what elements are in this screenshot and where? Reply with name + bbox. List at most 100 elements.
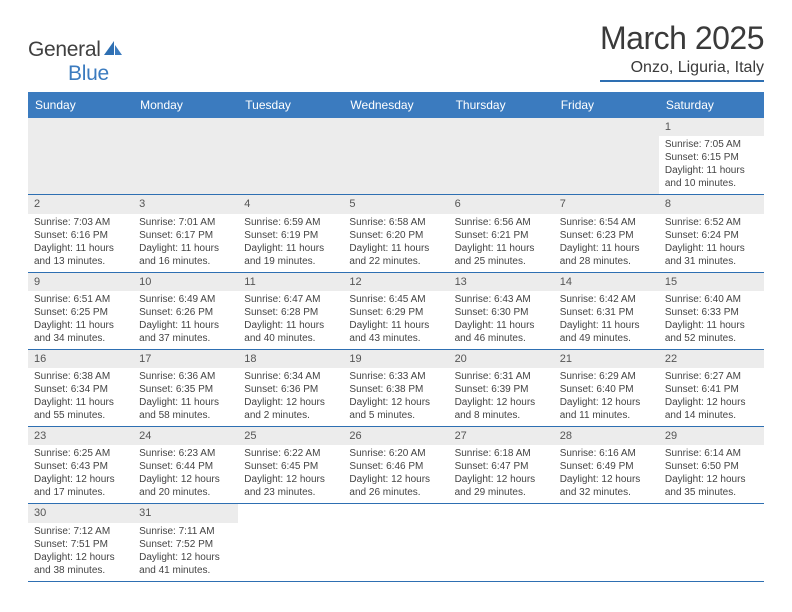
sunset-text: Sunset: 6:15 PM: [665, 151, 758, 164]
daylight-text: Daylight: 11 hours and 22 minutes.: [349, 242, 442, 268]
calendar-cell: 22Sunrise: 6:27 AMSunset: 6:41 PMDayligh…: [659, 349, 764, 426]
sunset-text: Sunset: 6:20 PM: [349, 229, 442, 242]
day-number: 26: [343, 427, 448, 445]
calendar-row: 9Sunrise: 6:51 AMSunset: 6:25 PMDaylight…: [28, 272, 764, 349]
calendar-cell: 20Sunrise: 6:31 AMSunset: 6:39 PMDayligh…: [449, 349, 554, 426]
day-number: 19: [343, 350, 448, 368]
calendar-cell: 16Sunrise: 6:38 AMSunset: 6:34 PMDayligh…: [28, 349, 133, 426]
calendar-cell: 17Sunrise: 6:36 AMSunset: 6:35 PMDayligh…: [133, 349, 238, 426]
day-number: 9: [28, 273, 133, 291]
day-number: 3: [133, 195, 238, 213]
day-number: 5: [343, 195, 448, 213]
logo-text-2: Blue: [68, 62, 109, 85]
day-number: 18: [238, 350, 343, 368]
calendar-cell: 14Sunrise: 6:42 AMSunset: 6:31 PMDayligh…: [554, 272, 659, 349]
sunrise-text: Sunrise: 6:52 AM: [665, 216, 758, 229]
sunset-text: Sunset: 7:51 PM: [34, 538, 127, 551]
sunset-text: Sunset: 6:25 PM: [34, 306, 127, 319]
calendar-cell: 2Sunrise: 7:03 AMSunset: 6:16 PMDaylight…: [28, 195, 133, 272]
calendar-cell: 7Sunrise: 6:54 AMSunset: 6:23 PMDaylight…: [554, 195, 659, 272]
day-number: 23: [28, 427, 133, 445]
calendar-cell: 18Sunrise: 6:34 AMSunset: 6:36 PMDayligh…: [238, 349, 343, 426]
col-saturday: Saturday: [659, 92, 764, 118]
daylight-text: Daylight: 12 hours and 41 minutes.: [139, 551, 232, 577]
daylight-text: Daylight: 11 hours and 58 minutes.: [139, 396, 232, 422]
sunrise-text: Sunrise: 6:38 AM: [34, 370, 127, 383]
calendar-row: 30Sunrise: 7:12 AMSunset: 7:51 PMDayligh…: [28, 504, 764, 581]
header: GeneralBlue March 2025 Onzo, Liguria, It…: [28, 20, 764, 86]
sunset-text: Sunset: 6:46 PM: [349, 460, 442, 473]
sunrise-text: Sunrise: 6:22 AM: [244, 447, 337, 460]
calendar-cell: 29Sunrise: 6:14 AMSunset: 6:50 PMDayligh…: [659, 427, 764, 504]
sunset-text: Sunset: 6:31 PM: [560, 306, 653, 319]
sunset-text: Sunset: 6:43 PM: [34, 460, 127, 473]
calendar-cell: 9 Sunrise: 6:51 AMSunset: 6:25 PMDaylight…: [28, 272, 133, 349]
sunset-text: Sunset: 6:23 PM: [560, 229, 653, 242]
calendar-cell: [343, 118, 448, 195]
sunrise-text: Sunrise: 7:01 AM: [139, 216, 232, 229]
calendar-cell: [238, 118, 343, 195]
logo-text: GeneralBlue: [28, 38, 123, 86]
daylight-text: Daylight: 12 hours and 23 minutes.: [244, 473, 337, 499]
sunrise-text: Sunrise: 6:49 AM: [139, 293, 232, 306]
sunset-text: Sunset: 6:39 PM: [455, 383, 548, 396]
sunset-text: Sunset: 6:34 PM: [34, 383, 127, 396]
calendar-cell: 13Sunrise: 6:43 AMSunset: 6:30 PMDayligh…: [449, 272, 554, 349]
sunrise-text: Sunrise: 6:31 AM: [455, 370, 548, 383]
sunset-text: Sunset: 6:45 PM: [244, 460, 337, 473]
calendar-cell: [133, 118, 238, 195]
daylight-text: Daylight: 12 hours and 38 minutes.: [34, 551, 127, 577]
daylight-text: Daylight: 11 hours and 34 minutes.: [34, 319, 127, 345]
calendar-cell: 23Sunrise: 6:25 AMSunset: 6:43 PMDayligh…: [28, 427, 133, 504]
calendar-cell: [449, 118, 554, 195]
sunset-text: Sunset: 6:41 PM: [665, 383, 758, 396]
sunrise-text: Sunrise: 6:33 AM: [349, 370, 442, 383]
day-number: 21: [554, 350, 659, 368]
sunset-text: Sunset: 6:30 PM: [455, 306, 548, 319]
day-number: 31: [133, 504, 238, 522]
sunrise-text: Sunrise: 7:05 AM: [665, 138, 758, 151]
calendar-row: 2Sunrise: 7:03 AMSunset: 6:16 PMDaylight…: [28, 195, 764, 272]
day-number: 2: [28, 195, 133, 213]
month-title: March 2025: [600, 20, 764, 57]
day-number: 29: [659, 427, 764, 445]
sunset-text: Sunset: 6:21 PM: [455, 229, 548, 242]
daylight-text: Daylight: 11 hours and 13 minutes.: [34, 242, 127, 268]
calendar-row: 16Sunrise: 6:38 AMSunset: 6:34 PMDayligh…: [28, 349, 764, 426]
sunrise-text: Sunrise: 6:29 AM: [560, 370, 653, 383]
sunrise-text: Sunrise: 6:18 AM: [455, 447, 548, 460]
sunrise-text: Sunrise: 6:16 AM: [560, 447, 653, 460]
sunset-text: Sunset: 6:38 PM: [349, 383, 442, 396]
day-number: 11: [238, 273, 343, 291]
calendar-cell: 30Sunrise: 7:12 AMSunset: 7:51 PMDayligh…: [28, 504, 133, 581]
sunrise-text: Sunrise: 6:51 AM: [34, 293, 127, 306]
daylight-text: Daylight: 11 hours and 46 minutes.: [455, 319, 548, 345]
calendar-cell: 24Sunrise: 6:23 AMSunset: 6:44 PMDayligh…: [133, 427, 238, 504]
sunset-text: Sunset: 6:40 PM: [560, 383, 653, 396]
sunrise-text: Sunrise: 7:03 AM: [34, 216, 127, 229]
col-thursday: Thursday: [449, 92, 554, 118]
calendar-cell: 12Sunrise: 6:45 AMSunset: 6:29 PMDayligh…: [343, 272, 448, 349]
calendar-cell: [28, 118, 133, 195]
calendar-row: 1Sunrise: 7:05 AMSunset: 6:15 PMDaylight…: [28, 118, 764, 195]
daylight-text: Daylight: 11 hours and 55 minutes.: [34, 396, 127, 422]
sunset-text: Sunset: 6:35 PM: [139, 383, 232, 396]
day-number: 14: [554, 273, 659, 291]
calendar-cell: [554, 118, 659, 195]
daylight-text: Daylight: 11 hours and 37 minutes.: [139, 319, 232, 345]
daylight-text: Daylight: 12 hours and 8 minutes.: [455, 396, 548, 422]
daylight-text: Daylight: 12 hours and 14 minutes.: [665, 396, 758, 422]
calendar-cell: [343, 504, 448, 581]
daylight-text: Daylight: 11 hours and 28 minutes.: [560, 242, 653, 268]
daylight-text: Daylight: 12 hours and 17 minutes.: [34, 473, 127, 499]
location: Onzo, Liguria, Italy: [600, 59, 764, 82]
sunset-text: Sunset: 6:49 PM: [560, 460, 653, 473]
daylight-text: Daylight: 11 hours and 19 minutes.: [244, 242, 337, 268]
sunrise-text: Sunrise: 6:23 AM: [139, 447, 232, 460]
daylight-text: Daylight: 11 hours and 49 minutes.: [560, 319, 653, 345]
day-number: 24: [133, 427, 238, 445]
sunrise-text: Sunrise: 6:58 AM: [349, 216, 442, 229]
daylight-text: Daylight: 11 hours and 43 minutes.: [349, 319, 442, 345]
calendar-cell: 21Sunrise: 6:29 AMSunset: 6:40 PMDayligh…: [554, 349, 659, 426]
daylight-text: Daylight: 12 hours and 2 minutes.: [244, 396, 337, 422]
